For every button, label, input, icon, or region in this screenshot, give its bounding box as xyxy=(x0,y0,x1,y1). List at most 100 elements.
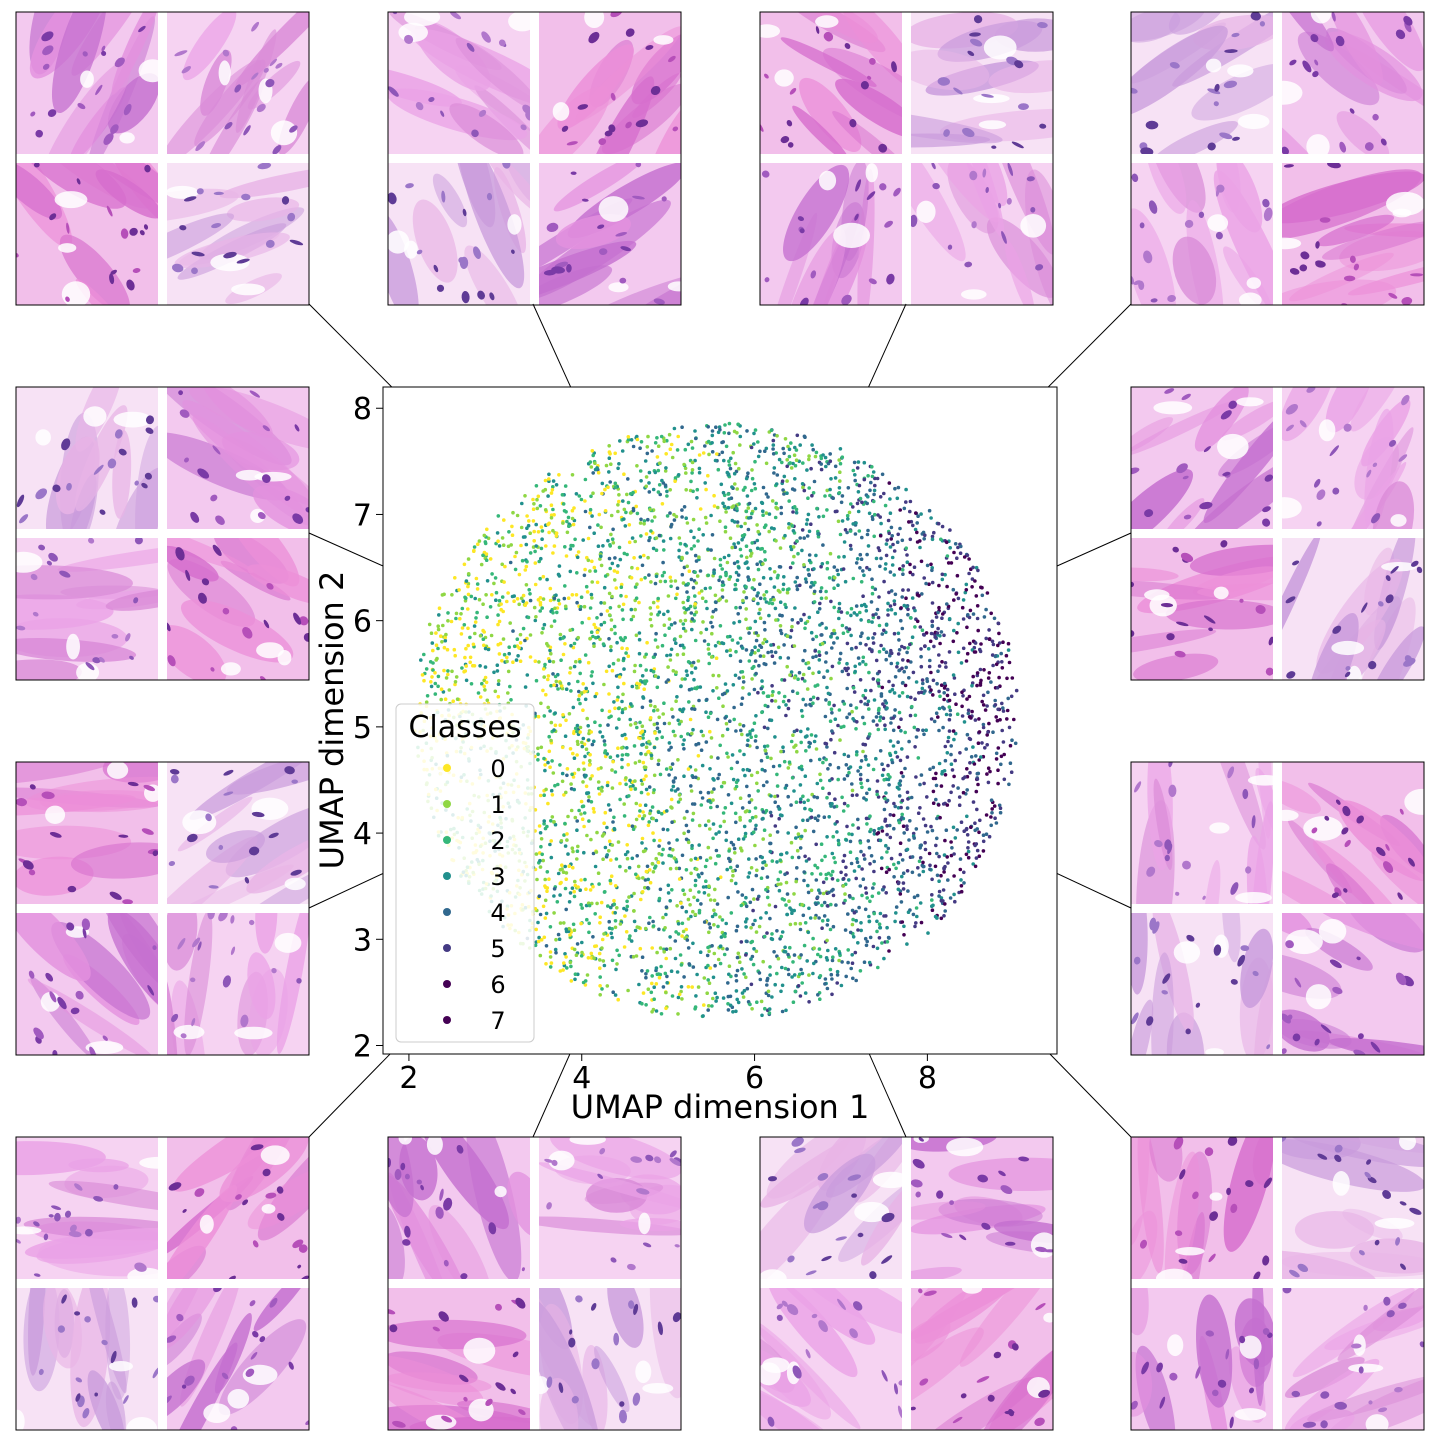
scatter-point xyxy=(753,651,757,655)
scatter-point xyxy=(540,606,544,610)
scatter-point xyxy=(878,925,882,930)
scatter-point xyxy=(746,506,751,510)
scatter-point xyxy=(540,529,545,533)
scatter-point xyxy=(497,598,502,603)
scatter-point xyxy=(885,538,889,542)
scatter-point xyxy=(613,556,617,560)
scatter-point xyxy=(987,721,991,726)
scatter-point xyxy=(784,605,788,610)
scatter-point xyxy=(646,886,650,890)
scatter-point xyxy=(490,572,494,576)
scatter-point xyxy=(758,596,763,601)
scatter-point xyxy=(806,890,811,895)
scatter-point xyxy=(837,958,841,963)
scatter-point xyxy=(768,567,772,571)
scatter-point xyxy=(574,593,579,597)
scatter-point xyxy=(828,719,833,723)
scatter-point xyxy=(851,976,855,981)
scatter-point xyxy=(607,556,612,561)
scatter-point xyxy=(759,876,764,880)
scatter-point xyxy=(851,917,855,922)
scatter-point xyxy=(508,621,512,625)
scatter-point xyxy=(564,955,568,959)
scatter-point xyxy=(962,720,967,724)
scatter-point xyxy=(514,658,519,662)
scatter-point xyxy=(854,604,859,608)
scatter-point xyxy=(548,955,553,959)
scatter-point xyxy=(872,911,876,916)
scatter-point xyxy=(656,490,661,494)
scatter-point xyxy=(630,565,634,570)
scatter-point xyxy=(791,545,796,549)
scatter-point xyxy=(842,801,847,806)
scatter-point xyxy=(749,735,753,739)
scatter-point xyxy=(801,461,805,465)
scatter-point xyxy=(818,872,823,876)
scatter-point xyxy=(658,772,663,777)
scatter-point xyxy=(699,729,704,734)
scatter-point xyxy=(832,641,836,645)
scatter-point xyxy=(830,802,834,806)
scatter-point xyxy=(527,588,531,592)
scatter-point xyxy=(879,521,883,526)
scatter-point xyxy=(875,832,879,836)
scatter-point xyxy=(772,570,777,574)
scatter-point xyxy=(751,962,756,967)
scatter-point xyxy=(500,536,505,540)
scatter-point xyxy=(639,751,643,756)
scatter-point xyxy=(840,960,844,964)
scatter-point xyxy=(686,946,691,950)
scatter-point xyxy=(744,904,749,909)
scatter-point xyxy=(492,670,496,675)
scatter-point xyxy=(813,649,817,653)
scatter-point xyxy=(911,912,916,917)
scatter-point xyxy=(861,749,865,754)
scatter-point xyxy=(680,643,685,648)
scatter-point xyxy=(875,779,880,783)
scatter-point xyxy=(750,728,755,732)
scatter-point xyxy=(563,886,568,891)
scatter-point xyxy=(793,606,797,610)
scatter-point xyxy=(732,621,736,625)
scatter-point xyxy=(735,924,740,929)
scatter-point xyxy=(985,733,989,737)
scatter-point xyxy=(726,793,731,797)
scatter-point xyxy=(815,818,820,823)
scatter-point xyxy=(526,615,531,620)
scatter-point xyxy=(775,506,780,511)
scatter-point xyxy=(772,950,776,954)
scatter-point xyxy=(792,675,797,680)
scatter-point xyxy=(630,536,635,540)
scatter-point xyxy=(762,828,767,832)
scatter-point xyxy=(941,888,946,892)
scatter-point xyxy=(625,856,630,861)
scatter-point xyxy=(778,624,783,628)
scatter-point xyxy=(876,615,881,620)
scatter-point xyxy=(735,431,739,435)
scatter-point xyxy=(591,453,595,458)
scatter-point xyxy=(551,771,556,775)
scatter-point xyxy=(650,862,655,866)
scatter-point xyxy=(564,927,568,931)
scatter-point xyxy=(775,971,779,976)
scatter-point xyxy=(542,821,546,826)
scatter-point xyxy=(610,927,614,931)
scatter-point xyxy=(957,803,962,807)
scatter-point xyxy=(605,853,609,857)
scatter-point xyxy=(605,825,609,830)
scatter-point xyxy=(841,809,846,813)
scatter-point xyxy=(911,572,915,577)
scatter-point xyxy=(814,902,818,906)
scatter-point xyxy=(799,764,804,769)
scatter-point xyxy=(914,827,919,831)
scatter-point xyxy=(899,805,903,810)
scatter-point xyxy=(713,991,718,995)
scatter-point xyxy=(853,532,858,536)
scatter-point xyxy=(758,607,762,612)
scatter-point xyxy=(773,824,778,828)
scatter-point xyxy=(821,786,825,790)
scatter-point xyxy=(646,749,651,754)
scatter-point xyxy=(876,965,880,970)
scatter-point xyxy=(716,854,720,858)
scatter-point xyxy=(731,504,736,508)
